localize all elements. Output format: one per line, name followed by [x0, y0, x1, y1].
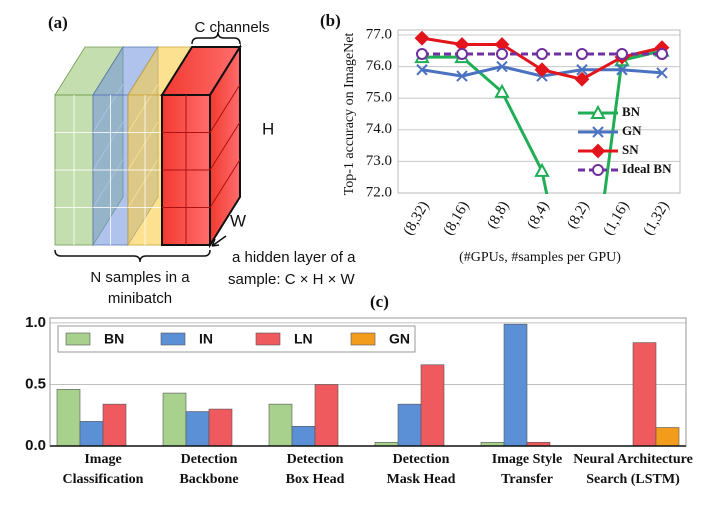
x-tick-label: Detection Mask Head	[387, 452, 456, 487]
bar	[56, 389, 81, 447]
chart-title: (c)	[370, 292, 389, 311]
bar	[102, 403, 127, 447]
y-tick-label: 73.0	[366, 153, 392, 169]
x-tick-label: Neural Architecture Search (LSTM)	[573, 452, 693, 487]
marker	[496, 47, 508, 60]
legend-label: GN	[622, 123, 642, 138]
marker	[574, 71, 590, 87]
marker	[534, 162, 550, 177]
marker	[656, 47, 668, 60]
marker	[576, 64, 588, 76]
x-tick-label: (8,8)	[484, 199, 512, 232]
bar	[420, 364, 445, 447]
arrow	[211, 235, 227, 247]
marker	[494, 83, 510, 98]
y-tick-label: 0.5	[25, 375, 46, 392]
x-tick-label: (8,4)	[524, 199, 552, 232]
y-tick-label: 75.0	[366, 90, 392, 106]
panel-label: (a)	[48, 13, 68, 32]
legend-label: GN	[389, 331, 410, 347]
h-label: H	[262, 119, 274, 138]
marker	[456, 70, 468, 82]
marker	[416, 64, 428, 76]
marker	[536, 47, 548, 60]
x-tick-label: (1,32)	[640, 199, 672, 238]
x-tick-label: (8,16)	[440, 199, 472, 238]
x-tick-label: (8,2)	[564, 199, 592, 232]
x-tick-label: (1,16)	[600, 199, 632, 238]
legend-label: BN	[622, 104, 641, 119]
y-tick-label: 74.0	[366, 121, 392, 137]
bar	[314, 384, 339, 447]
tensor-diagram	[54, 43, 242, 249]
legend-swatch	[350, 332, 376, 346]
marker	[414, 30, 430, 46]
samples-label: minibatch	[108, 290, 172, 307]
slab-grid	[209, 84, 241, 133]
legend-marker	[592, 126, 604, 138]
legend-swatch	[65, 332, 91, 346]
x-tick-label: (8,32)	[400, 199, 432, 238]
legend-swatch	[255, 332, 281, 346]
bar	[268, 403, 293, 447]
legend-marker	[590, 143, 606, 159]
marker	[416, 47, 428, 60]
y-tick-label: 72.0	[366, 184, 392, 200]
chart-title: (b)	[320, 11, 341, 30]
slab-grid	[209, 121, 241, 171]
marker	[456, 47, 468, 60]
y-tick-label: 77.0	[366, 26, 392, 42]
samples-label: N samples in a	[90, 269, 190, 286]
marker	[616, 64, 628, 76]
marker	[496, 60, 508, 73]
bar	[79, 421, 104, 447]
legend-label: IN	[199, 331, 213, 347]
y-axis-label: Top-1 accuracy on ImageNet	[342, 33, 357, 196]
legend-swatch	[160, 332, 186, 346]
channels-label: C channels	[194, 19, 269, 36]
marker	[656, 67, 668, 79]
bar	[632, 342, 657, 447]
legend-label: SN	[622, 142, 639, 157]
x-tick-label: Detection Box Head	[286, 452, 345, 487]
marker	[576, 361, 588, 372]
y-tick-label: 1.0	[25, 314, 46, 331]
plot-area	[414, 30, 670, 372]
legend-label: Ideal BN	[622, 161, 672, 176]
bar	[397, 403, 422, 447]
x-axis-label: (#GPUs, #samples per GPU)	[459, 250, 621, 265]
hidden-layer-label: a hidden layer of a	[232, 249, 356, 266]
legend-label: BN	[104, 331, 124, 347]
marker	[534, 62, 550, 78]
plot-frame	[397, 29, 681, 194]
bar	[162, 392, 187, 447]
x-tick-label: Image Style Transfer	[492, 452, 562, 487]
bar	[208, 408, 233, 447]
bar	[291, 426, 316, 447]
w-label: W	[230, 211, 246, 230]
slab-grid	[209, 159, 241, 208]
hidden-layer-label: sample: C × H × W	[228, 271, 356, 288]
x-tick-label: Detection Backbone	[179, 452, 238, 487]
legend-marker	[592, 164, 604, 176]
y-tick-label: 0.0	[25, 437, 46, 454]
y-tick-label: 76.0	[366, 58, 392, 74]
brace	[54, 249, 211, 263]
marker	[616, 47, 628, 60]
legend-marker	[590, 104, 606, 119]
marker	[576, 47, 588, 60]
bar	[185, 411, 210, 447]
x-tick-label: Image Classification	[63, 452, 144, 487]
legend-label: LN	[294, 331, 313, 347]
brace	[191, 31, 241, 45]
bar	[503, 323, 528, 447]
bar	[655, 427, 680, 447]
